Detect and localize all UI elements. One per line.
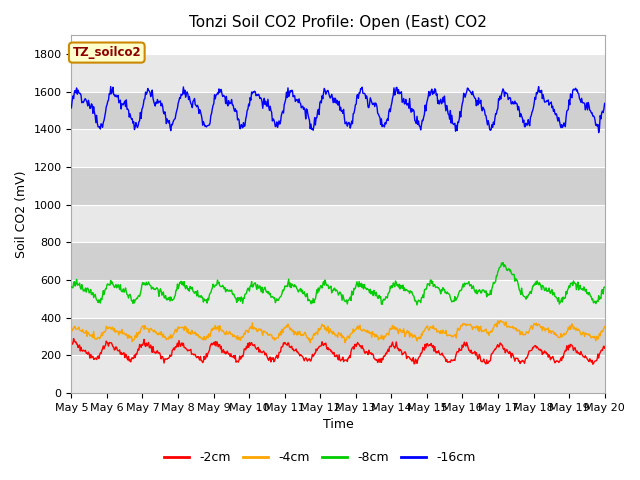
Y-axis label: Soil CO2 (mV): Soil CO2 (mV) bbox=[15, 170, 28, 258]
Bar bbox=[72, 205, 605, 242]
Bar bbox=[72, 167, 605, 205]
Legend: -2cm, -4cm, -8cm, -16cm: -2cm, -4cm, -8cm, -16cm bbox=[159, 446, 481, 469]
Title: Tonzi Soil CO2 Profile: Open (East) CO2: Tonzi Soil CO2 Profile: Open (East) CO2 bbox=[189, 15, 487, 30]
Bar bbox=[72, 242, 605, 280]
Text: TZ_soilco2: TZ_soilco2 bbox=[72, 46, 141, 59]
Bar bbox=[72, 130, 605, 167]
Bar bbox=[72, 318, 605, 356]
Bar bbox=[72, 356, 605, 393]
Bar bbox=[72, 280, 605, 318]
Bar bbox=[72, 92, 605, 130]
Bar bbox=[72, 54, 605, 92]
X-axis label: Time: Time bbox=[323, 419, 353, 432]
